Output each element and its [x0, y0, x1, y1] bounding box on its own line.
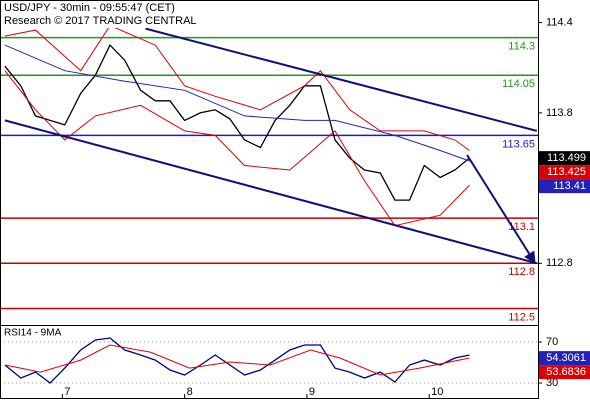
- x-tick-label: 8: [187, 386, 193, 398]
- price-tag: [539, 165, 590, 180]
- price-tag-label: 113.41: [553, 180, 586, 192]
- forecast-arrow: [466, 154, 536, 264]
- price-tag-label: 113.425: [547, 166, 586, 178]
- y-tick-label: 112.8: [546, 257, 573, 269]
- level-label: 112.5: [508, 311, 535, 323]
- header-title: USD/JPY - 30min - 09:55:47 (CET): [4, 2, 175, 14]
- series-line: [4, 337, 470, 384]
- price-tag: [539, 151, 590, 166]
- price-panel: 114.4113.8112.8114.3114.05113.65113.1112…: [0, 16, 590, 323]
- rsi-title: RSI14 - 9MA: [4, 328, 62, 339]
- series-line: [4, 24, 470, 151]
- x-tick-label: 10: [431, 386, 443, 398]
- level-label: 113.65: [502, 138, 535, 150]
- series-line: [4, 344, 470, 376]
- price-tag-label: 113.499: [547, 152, 586, 164]
- level-label: 114.05: [502, 78, 535, 90]
- trend-line: [145, 27, 538, 132]
- x-tick-label: 9: [309, 386, 315, 398]
- series-line: [4, 70, 470, 227]
- level-label: 114.3: [508, 41, 535, 53]
- y-tick-label: 70: [546, 336, 558, 348]
- header-subtitle: Research © 2017 TRADING CENTRAL: [4, 15, 197, 27]
- rsi-panel: 70 30 7 8 9 10 54.3061 53.6836: [0, 336, 590, 398]
- price-tag: [539, 365, 590, 380]
- price-tag: [539, 351, 590, 366]
- level-label: 112.8: [508, 266, 535, 278]
- rsi-frame: [0, 325, 539, 399]
- y-tick-label: 30: [546, 377, 558, 389]
- y-tick-label: 113.8: [546, 107, 573, 119]
- price-tag-label: 54.3061: [546, 352, 586, 364]
- series-line: [4, 43, 470, 201]
- price-tag: [539, 179, 590, 194]
- y-tick-label: 114.4: [546, 16, 573, 28]
- price-tag-label: 53.6836: [546, 366, 586, 378]
- trend-line: [4, 119, 538, 265]
- x-tick-label: 7: [64, 386, 70, 398]
- series-line: [4, 44, 470, 162]
- header-bg: [2, 2, 188, 28]
